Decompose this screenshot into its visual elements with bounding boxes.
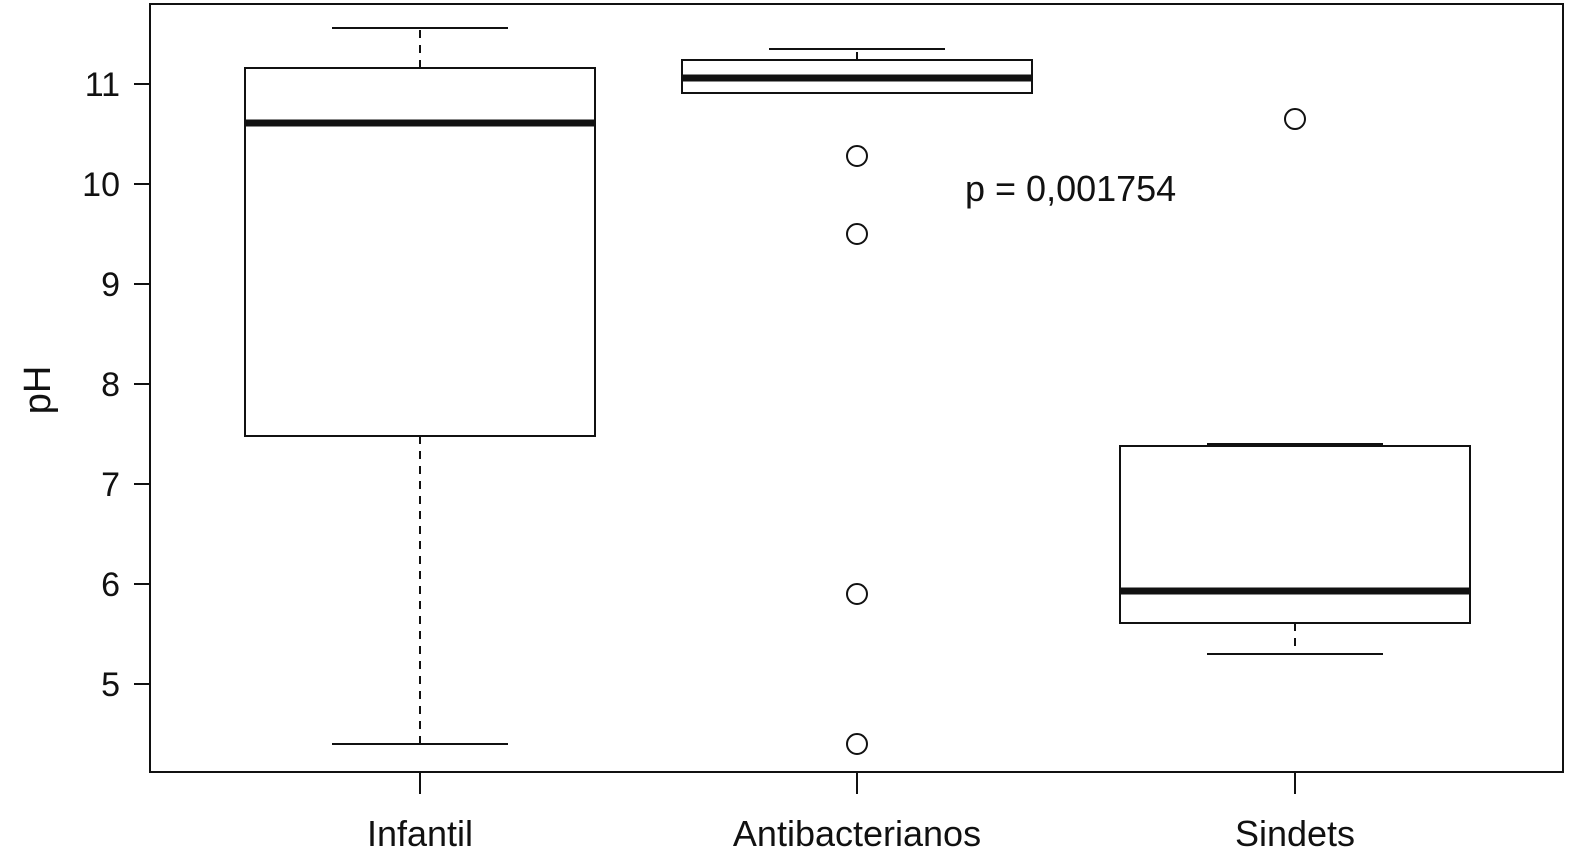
iqr-box: [1119, 445, 1471, 624]
outlier-point: [846, 223, 868, 245]
outlier-point: [1284, 108, 1306, 130]
box-infantil: [244, 27, 596, 745]
p-value-annotation: p = 0,001754: [965, 168, 1176, 209]
box-sindets: [1119, 108, 1471, 655]
y-tick-label: 9: [101, 266, 120, 304]
y-tick-label: 6: [101, 566, 120, 604]
outlier-point: [846, 733, 868, 755]
x-category-label: Infantil: [367, 813, 473, 854]
outlier-point: [846, 583, 868, 605]
y-tick-label: 10: [82, 166, 120, 204]
y-tick-label: 11: [85, 66, 120, 104]
y-tick-label: 5: [101, 666, 120, 704]
y-axis-title: pH: [17, 366, 59, 415]
y-axis: 5 6 7 8 9 10 11: [82, 66, 150, 704]
iqr-box: [244, 67, 596, 437]
y-tick-label: 7: [101, 466, 120, 504]
y-tick-label: 8: [101, 366, 120, 404]
x-axis: Infantil Antibacterianos Sindets: [367, 772, 1355, 854]
x-category-label: Antibacterianos: [733, 813, 981, 854]
outlier-point: [846, 145, 868, 167]
boxes: [244, 27, 1471, 755]
box-antibacterianos: [681, 48, 1033, 755]
x-category-label: Sindets: [1235, 813, 1355, 854]
